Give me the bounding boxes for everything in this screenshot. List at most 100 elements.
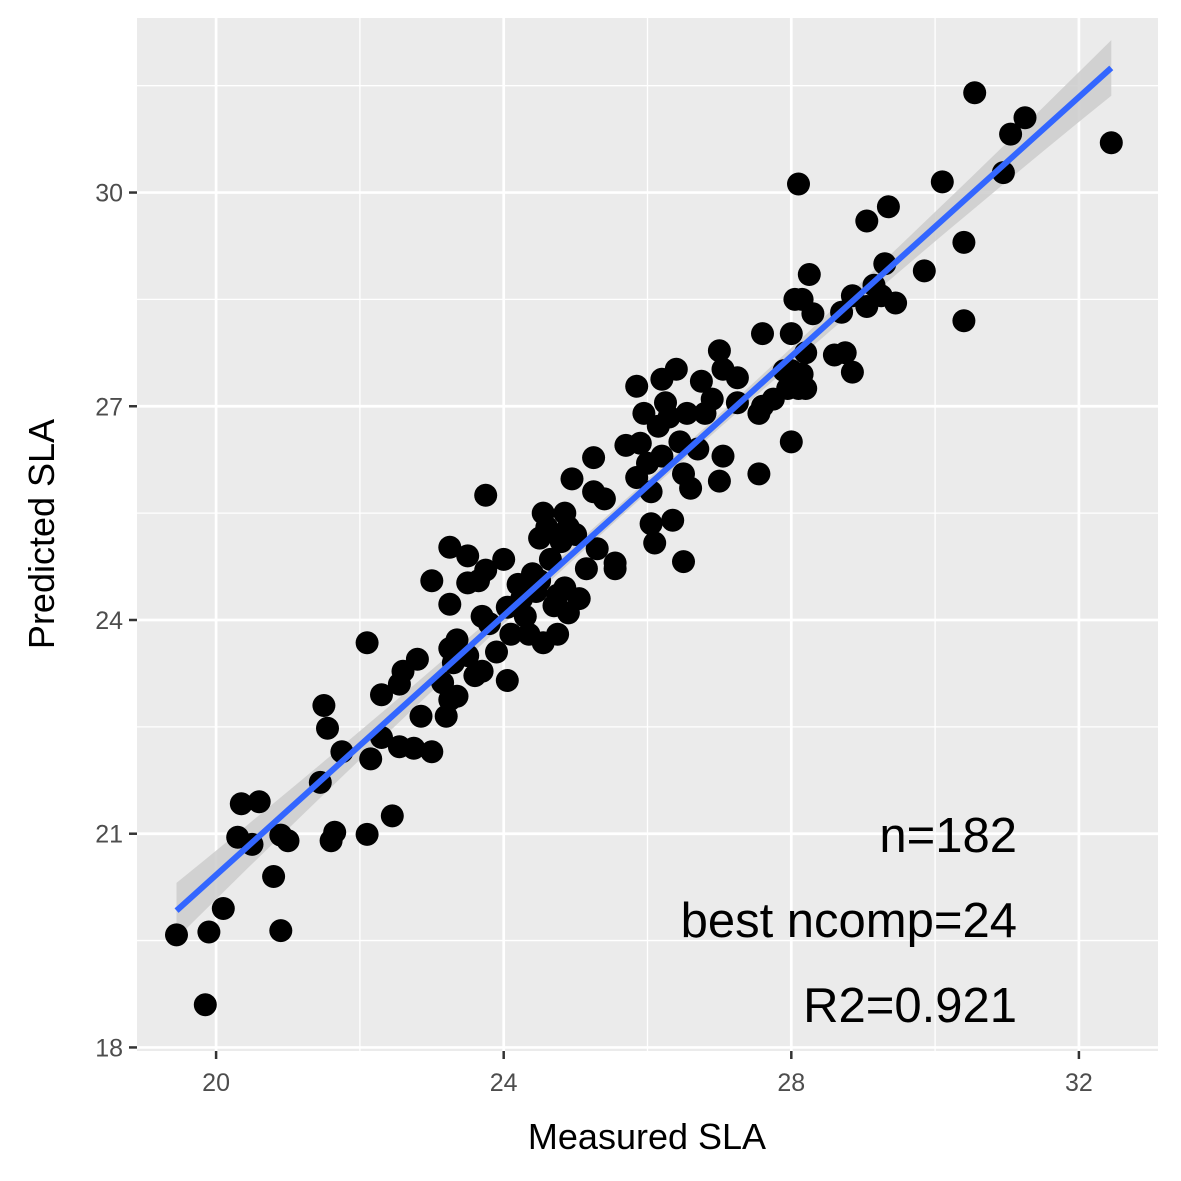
data-point (628, 431, 652, 455)
data-point (952, 309, 976, 333)
data-point (409, 704, 433, 728)
data-point (787, 172, 810, 196)
data-point (963, 81, 987, 105)
data-point (567, 587, 591, 611)
data-point (474, 483, 498, 507)
data-point (912, 259, 936, 283)
data-point (801, 302, 825, 326)
data-point (445, 684, 469, 708)
data-point (247, 790, 271, 814)
data-point (564, 523, 588, 546)
data-point (560, 467, 584, 491)
data-point (262, 865, 286, 888)
data-point (1013, 106, 1037, 130)
y-axis-title: Predicted SLA (21, 419, 62, 649)
data-point (269, 919, 293, 943)
data-point (420, 569, 444, 593)
data-point (456, 544, 480, 568)
regression-line (174, 65, 1114, 913)
data-point (474, 558, 498, 582)
data-point (355, 822, 379, 846)
annotation-ncomp: best ncomp=24 (681, 894, 1017, 948)
data-point (405, 647, 429, 671)
data-point (229, 792, 253, 816)
data-point (359, 747, 383, 771)
data-point (193, 993, 217, 1017)
data-point (625, 374, 649, 398)
data-point (197, 920, 221, 944)
data-point (438, 592, 462, 616)
data-point (747, 462, 771, 486)
x-tick-label: 20 (202, 1069, 230, 1097)
data-point (438, 535, 462, 559)
x-tick-labels: 20 24 28 32 (202, 1069, 1093, 1097)
y-tick-label: 30 (95, 180, 123, 208)
data-point (840, 360, 864, 384)
data-point (661, 508, 685, 532)
data-point (312, 694, 336, 717)
data-point (380, 804, 404, 828)
data-point (1099, 131, 1123, 155)
data-point (574, 557, 598, 581)
data-point (855, 209, 879, 233)
data-point (876, 195, 900, 219)
data-point (751, 322, 774, 346)
data-point (370, 683, 393, 707)
x-tick-label: 24 (490, 1069, 518, 1097)
regression-fit-line (174, 65, 1114, 913)
data-point (672, 550, 695, 574)
data-point (535, 515, 559, 539)
data-point (700, 387, 724, 411)
data-point (779, 322, 803, 346)
y-tick-labels: 18 21 24 27 30 (95, 180, 123, 1063)
data-point (664, 357, 688, 381)
data-point (402, 736, 426, 760)
data-point (492, 547, 516, 571)
annotation-r2: R2=0.921 (803, 979, 1017, 1033)
data-point (707, 339, 731, 363)
data-point (930, 170, 954, 194)
data-point (585, 537, 609, 561)
data-point (165, 923, 188, 947)
data-point (725, 366, 749, 390)
data-point (707, 469, 731, 493)
data-point (211, 897, 235, 920)
data-point (582, 446, 606, 470)
y-tick-label: 24 (95, 607, 123, 635)
data-point (495, 669, 519, 692)
data-point (592, 487, 616, 511)
data-point (952, 230, 976, 254)
data-point (833, 341, 857, 365)
data-point (513, 604, 537, 628)
data-point (884, 291, 908, 315)
data-point (675, 401, 699, 425)
y-tick-label: 21 (95, 821, 123, 849)
data-point (477, 612, 501, 636)
data-point (679, 476, 703, 500)
data-point (603, 557, 627, 581)
data-point (355, 631, 379, 655)
data-point (639, 512, 663, 536)
data-point (794, 377, 818, 400)
data-point (316, 716, 339, 740)
data-point (546, 622, 570, 646)
data-point (470, 659, 494, 683)
data-point (643, 531, 667, 555)
data-point (779, 430, 803, 454)
data-point (797, 263, 821, 286)
data-point (657, 405, 681, 429)
y-tick-label: 27 (95, 393, 123, 421)
annotation-n: n=182 (879, 809, 1017, 863)
axis-ticks (129, 191, 1081, 1059)
data-point (689, 369, 713, 393)
data-point (999, 122, 1023, 146)
data-point (420, 740, 444, 764)
data-point (276, 829, 300, 853)
x-tick-label: 28 (777, 1069, 805, 1097)
data-point (650, 444, 674, 468)
data-point (485, 640, 508, 664)
x-axis-title: Measured SLA (528, 1116, 766, 1157)
data-point (323, 820, 347, 844)
x-tick-label: 32 (1065, 1069, 1093, 1097)
